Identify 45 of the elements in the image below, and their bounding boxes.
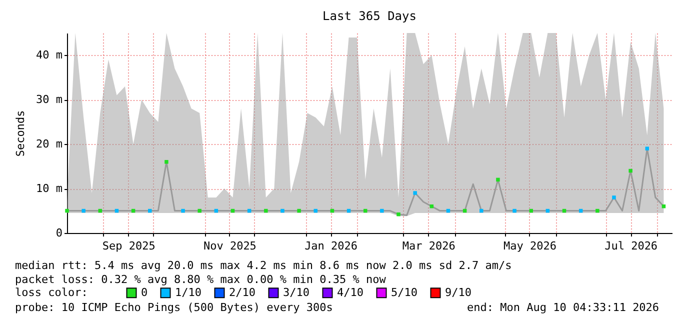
text: probe: 10 ICMP Echo Pings (500 Bytes) every 300s xyxy=(15,301,333,314)
x-tick-label: Nov 2025 xyxy=(203,240,256,252)
y-tick-label: 40 m xyxy=(36,48,63,62)
point xyxy=(645,146,650,150)
point xyxy=(82,208,86,213)
point xyxy=(496,178,500,182)
point xyxy=(198,208,202,213)
line-series xyxy=(66,148,664,216)
y-axis-title: Seconds xyxy=(14,110,28,157)
chart-title: Last 365 Days xyxy=(322,9,416,23)
point xyxy=(164,160,168,164)
legend-label: 4/10 xyxy=(337,286,364,299)
legend-label: 9/10 xyxy=(445,286,472,299)
x-tick-label: Jul 2026 xyxy=(604,240,658,252)
x-tick-label: Mar 2026 xyxy=(402,240,456,252)
point xyxy=(380,208,384,213)
y-tick-label: 10 m xyxy=(36,182,63,196)
point xyxy=(596,208,600,213)
y-tick-label: 30 m xyxy=(36,93,63,106)
point xyxy=(297,208,301,213)
point xyxy=(512,208,516,213)
point xyxy=(264,208,268,213)
x-tick-label: Sep 2025 xyxy=(102,240,156,252)
legend-label: 1/10 xyxy=(175,286,202,299)
legend-label: 2/10 xyxy=(229,286,256,299)
y-tick-label: 20 m xyxy=(36,138,63,151)
point xyxy=(612,196,616,200)
legend-label: 3/10 xyxy=(283,286,310,299)
point xyxy=(413,191,417,195)
point xyxy=(480,208,484,213)
point xyxy=(628,168,632,173)
point xyxy=(280,208,284,213)
point xyxy=(181,208,185,213)
point xyxy=(396,212,400,216)
x-tick-label: Jan 2026 xyxy=(304,240,358,252)
legend-title: loss color: xyxy=(15,286,88,299)
text: end: Mon Aug 10 04:33:11 2026 xyxy=(467,301,660,314)
legend-label: 5/10 xyxy=(391,286,418,299)
legend-label: 0 xyxy=(141,286,148,299)
point xyxy=(529,208,533,213)
text: packet loss: 0.32 % avg 8.80 % max 0.00 % min 0.35 % now xyxy=(15,273,386,286)
y-tick-label: 0 xyxy=(56,226,62,240)
text: median rtt: 5.4 ms avg 20.0 ms max 4.2 ms min 8.6 ms now 2.0 ms sd 2.7 am/s xyxy=(15,259,512,272)
x-tick-label: May 2026 xyxy=(503,240,556,252)
point xyxy=(65,208,69,213)
